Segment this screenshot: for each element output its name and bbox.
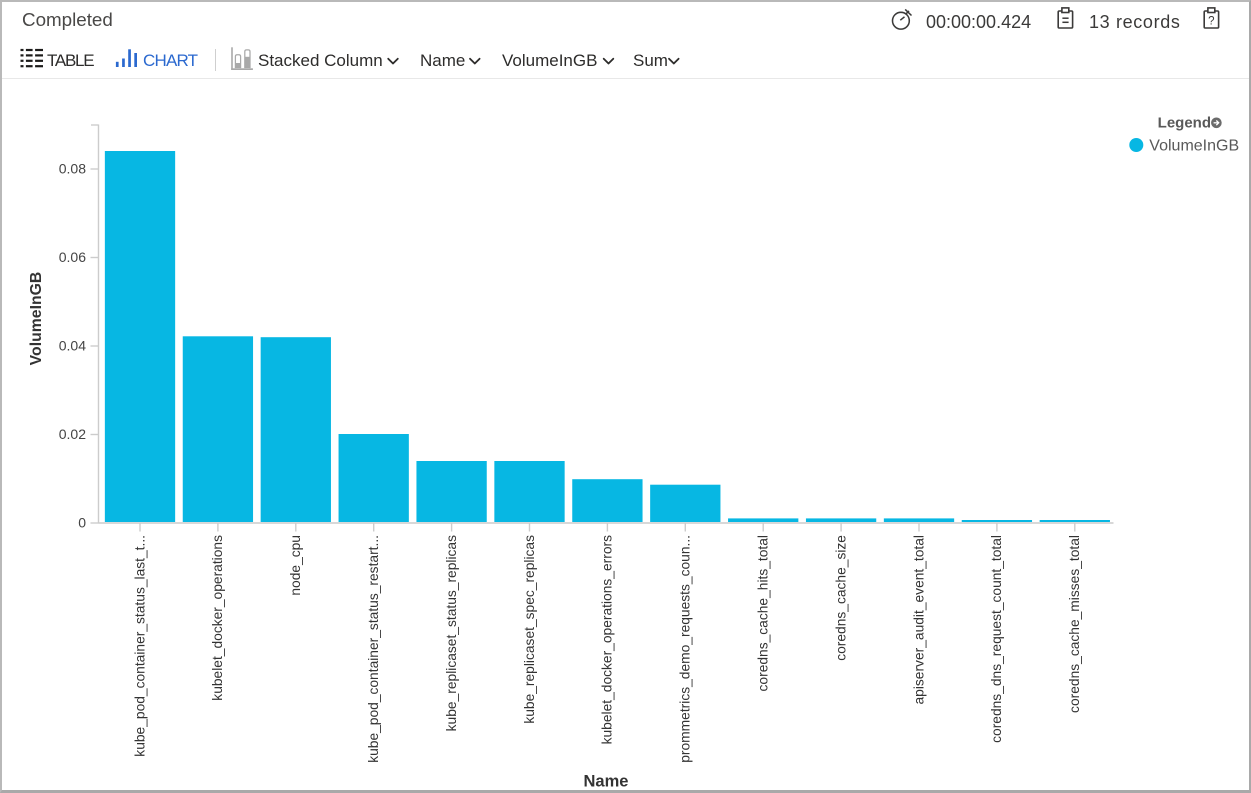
svg-text:node_cpu: node_cpu <box>288 535 303 596</box>
svg-text:kubelet_docker_operations: kubelet_docker_operations <box>210 535 225 701</box>
svg-text:coredns_cache_size: coredns_cache_size <box>833 535 848 661</box>
svg-text:0.02: 0.02 <box>59 426 86 442</box>
svg-text:kube_replicaset_spec_replicas: kube_replicaset_spec_replicas <box>522 535 537 724</box>
svg-text:kubelet_docker_operations_erro: kubelet_docker_operations_errors <box>600 535 615 744</box>
svg-text:Name: Name <box>584 773 629 791</box>
svg-text:coredns_cache_misses_total: coredns_cache_misses_total <box>1067 535 1082 713</box>
svg-text:prommetrics_demo_requests_coun: prommetrics_demo_requests_coun... <box>678 535 693 763</box>
svg-text:coredns_dns_request_count_tota: coredns_dns_request_count_total <box>989 535 1004 743</box>
svg-text:0.08: 0.08 <box>59 161 86 177</box>
svg-text:apiserver_audit_event_total: apiserver_audit_event_total <box>911 535 926 705</box>
svg-text:Legend: Legend <box>1158 115 1211 132</box>
svg-text:kube_replicaset_status_replica: kube_replicaset_status_replicas <box>444 535 459 731</box>
svg-text:?: ? <box>1208 16 1214 28</box>
svg-text:coredns_cache_hits_total: coredns_cache_hits_total <box>756 535 771 691</box>
svg-text:0.06: 0.06 <box>59 249 86 265</box>
svg-text:0.04: 0.04 <box>59 338 86 354</box>
svg-text:0: 0 <box>78 515 86 531</box>
svg-text:VolumeInGB: VolumeInGB <box>1149 137 1239 154</box>
svg-text:kube_pod_container_status_last: kube_pod_container_status_last_t... <box>132 535 147 757</box>
svg-text:VolumeInGB: VolumeInGB <box>28 272 45 366</box>
svg-text:kube_pod_container_status_rest: kube_pod_container_status_restart... <box>366 535 381 763</box>
